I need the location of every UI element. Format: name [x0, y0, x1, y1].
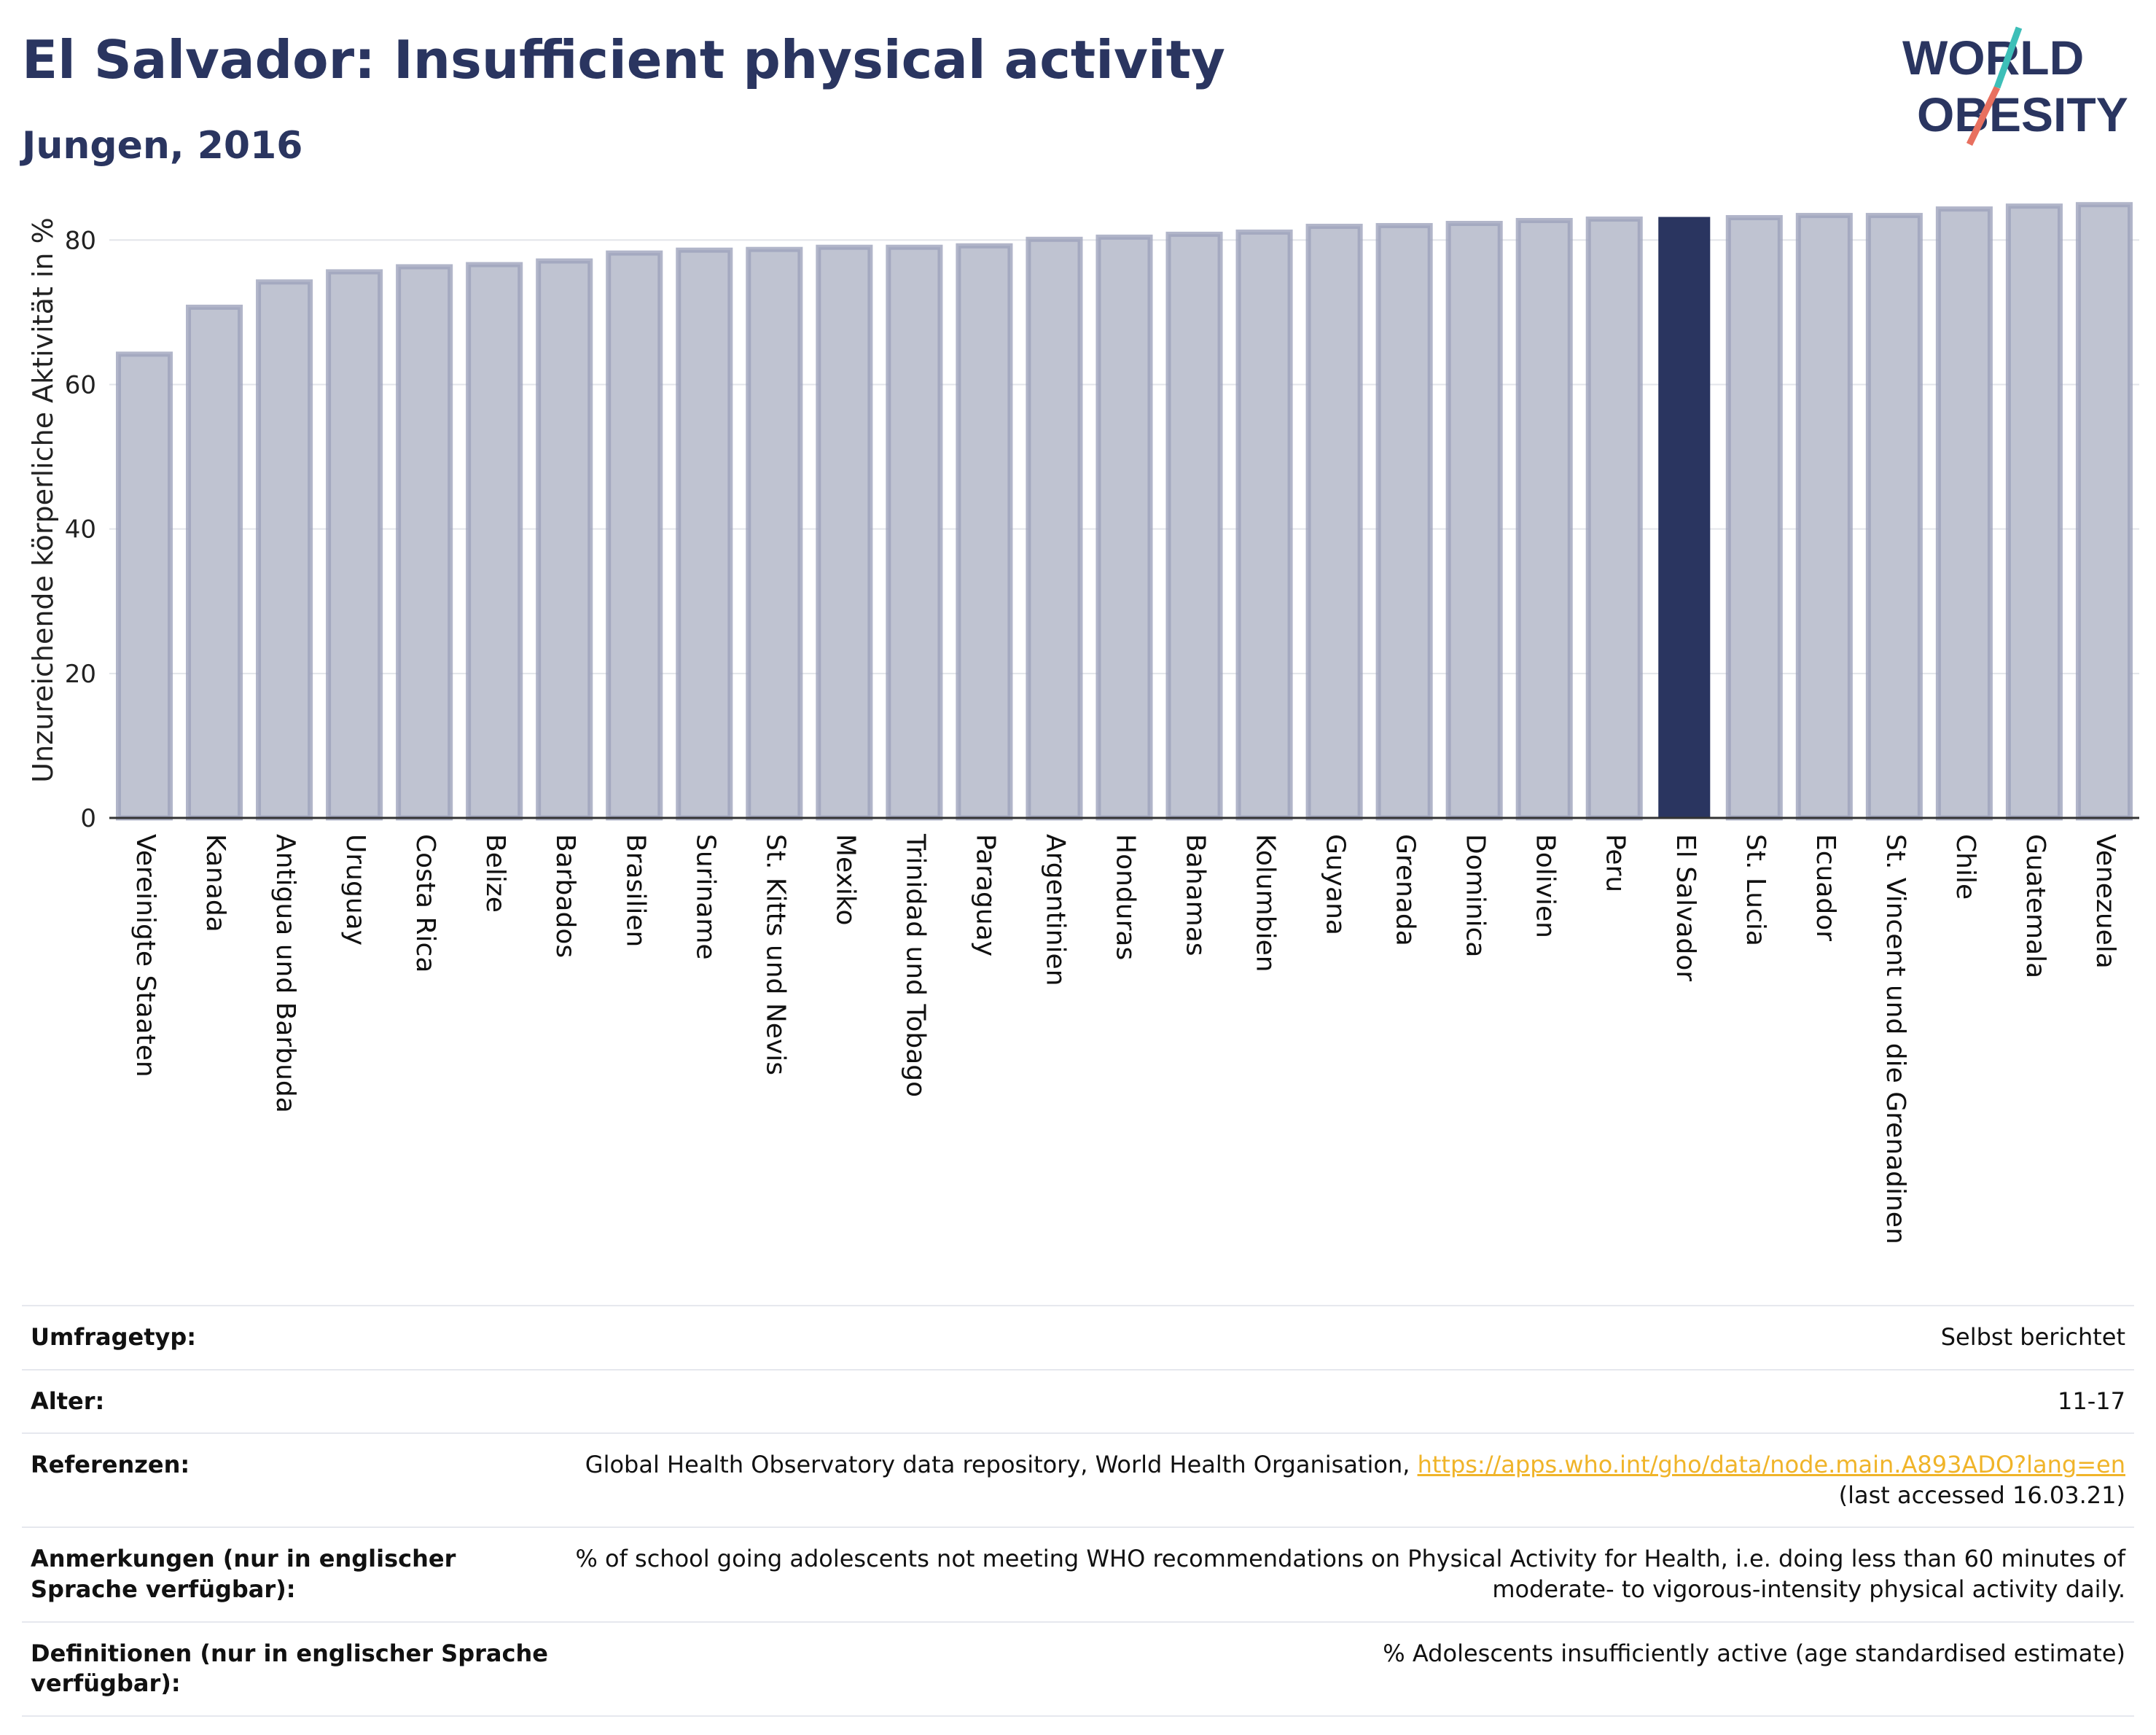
- bar: [1585, 217, 1643, 821]
- bar: [466, 262, 523, 821]
- bar: [396, 264, 453, 821]
- reference-text: Global Health Observatory data repositor…: [585, 1451, 1410, 1479]
- bar: [1375, 222, 1433, 821]
- bar: [1305, 223, 1363, 821]
- bar: [1865, 213, 1923, 821]
- bar: [2075, 202, 2133, 821]
- bar: [1725, 215, 1783, 821]
- y-axis-label: Unzureichende körperliche Aktivität in %: [27, 217, 59, 782]
- y-tick-label: 80: [65, 226, 96, 255]
- bar: [1165, 231, 1223, 821]
- meta-label: Alter:: [22, 1368, 564, 1434]
- meta-row-definitions: Definitionen (nur in englischer Sprache …: [22, 1621, 2134, 1717]
- bar: [326, 269, 383, 821]
- bar: [186, 304, 243, 821]
- meta-row-age: Alter: 11-17: [22, 1368, 2134, 1434]
- bar-highlighted: [1658, 217, 1711, 819]
- bar: [256, 279, 313, 821]
- y-tick-label: 0: [80, 804, 96, 833]
- meta-label: Umfragetyp:: [22, 1305, 564, 1370]
- x-tick-label: Guyana: [1321, 834, 1351, 935]
- meta-value: Selbst berichtet: [564, 1305, 2134, 1370]
- x-tick-label: Uruguay: [340, 834, 370, 946]
- x-tick-label: St. Kitts und Nevis: [760, 834, 790, 1075]
- bar: [1515, 218, 1573, 821]
- world-obesity-logo: WORLD OBESITY: [1895, 22, 2136, 153]
- x-tick-label: Barbados: [550, 834, 580, 958]
- x-tick-label: Grenada: [1391, 834, 1421, 946]
- bar: [816, 244, 873, 821]
- bar: [606, 250, 663, 821]
- x-tick-label: Peru: [1601, 834, 1630, 892]
- meta-row-survey-type: Umfragetyp: Selbst berichtet: [22, 1305, 2134, 1370]
- svg-text:WORLD: WORLD: [1902, 31, 2084, 85]
- bar: [1445, 220, 1503, 821]
- bar: [886, 244, 943, 821]
- meta-value: Global Health Observatory data repositor…: [564, 1432, 2134, 1528]
- x-tick-label: Guatemala: [2020, 834, 2050, 978]
- svg-text:OBESITY: OBESITY: [1917, 87, 2128, 141]
- bar: [115, 351, 173, 821]
- bar: [1795, 213, 1853, 821]
- reference-link[interactable]: https://apps.who.int/gho/data/node.main.…: [1417, 1451, 2125, 1479]
- x-tick-label: Kanada: [200, 834, 230, 932]
- bar: [1935, 206, 1993, 821]
- x-tick-label: Ecuador: [1811, 834, 1840, 941]
- x-tick-label: St. Lucia: [1741, 834, 1770, 946]
- bar: [1095, 234, 1153, 821]
- x-tick-label: Mexiko: [830, 834, 860, 925]
- meta-row-references: Referenzen: Global Health Observatory da…: [22, 1432, 2134, 1528]
- x-tick-label: Bahamas: [1181, 834, 1211, 956]
- x-tick-label: Trinidad und Tobago: [900, 833, 930, 1097]
- bar: [2005, 203, 2063, 821]
- y-tick-label: 20: [65, 660, 96, 689]
- reference-accessed: (last accessed 16.03.21): [1838, 1481, 2125, 1509]
- x-tick-label: Antigua und Barbuda: [270, 834, 300, 1113]
- x-tick-label: Brasilien: [620, 834, 650, 947]
- y-tick-label: 60: [65, 370, 96, 399]
- meta-label: Anmerkungen (nur in englischer Sprache v…: [22, 1527, 564, 1622]
- x-tick-label: Paraguay: [970, 834, 1000, 956]
- x-tick-label: Belize: [480, 834, 510, 913]
- meta-value: % of school going adolescents not meetin…: [564, 1527, 2134, 1622]
- bar: [676, 247, 733, 821]
- bar: [1235, 229, 1293, 821]
- metadata-table: Umfragetyp: Selbst berichtet Alter: 11-1…: [22, 1305, 2134, 1717]
- bar: [956, 243, 1013, 821]
- x-tick-label: El Salvador: [1671, 834, 1700, 981]
- meta-row-notes: Anmerkungen (nur in englischer Sprache v…: [22, 1527, 2134, 1622]
- meta-label: Definitionen (nur in englischer Sprache …: [22, 1621, 564, 1717]
- meta-value: % Adolescents insufficiently active (age…: [564, 1621, 2134, 1717]
- y-tick-label: 40: [65, 515, 96, 545]
- x-tick-label: Kolumbien: [1251, 834, 1281, 972]
- x-tick-label: Vereinigte Staaten: [130, 834, 160, 1077]
- bar: [1026, 236, 1083, 821]
- x-tick-label: Chile: [1950, 834, 1980, 900]
- x-tick-label: Venezuela: [2090, 834, 2120, 969]
- x-tick-label: Suriname: [690, 834, 720, 960]
- x-tick-label: Dominica: [1461, 834, 1491, 958]
- x-tick-label: Bolivien: [1531, 834, 1561, 938]
- x-tick-label: Costa Rica: [410, 834, 440, 972]
- page-title: El Salvador: Insufficient physical activ…: [22, 29, 1225, 90]
- meta-label: Referenzen:: [22, 1432, 564, 1528]
- meta-value: 11-17: [564, 1368, 2134, 1434]
- x-tick-label: Argentinien: [1040, 834, 1070, 986]
- page-subtitle: Jungen, 2016: [22, 124, 303, 168]
- x-tick-label: Honduras: [1111, 834, 1141, 960]
- bar: [746, 246, 803, 821]
- bar: [536, 258, 593, 821]
- x-tick-label: St. Vincent und die Grenadinen: [1880, 834, 1910, 1244]
